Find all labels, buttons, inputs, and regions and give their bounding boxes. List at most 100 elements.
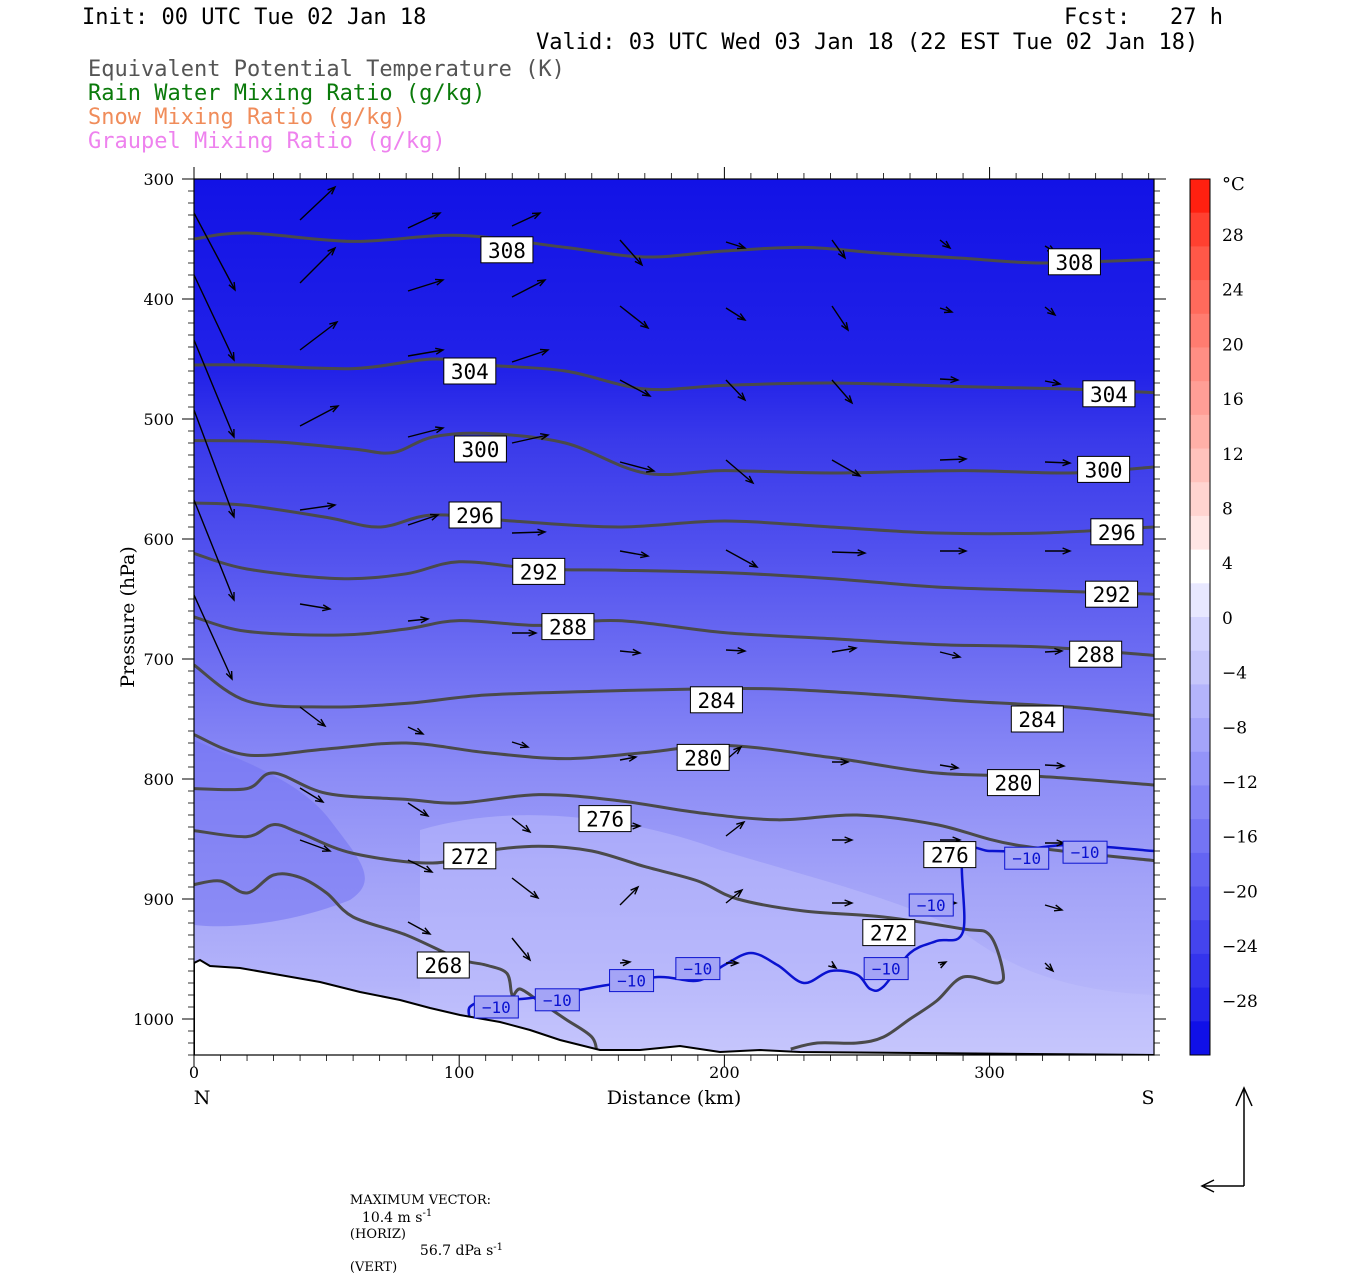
wind-vector-8 [299,246,337,284]
colorbar-swatch-16 [1190,718,1210,753]
wind-vector-1 [407,212,442,229]
contour-label-text: 284 [1018,708,1056,732]
max-vector-footer: MAXIMUM VECTOR: 10.4 m s-1 (HORIZ) 56.7 … [341,1176,503,1275]
wind-vector-40 [299,603,332,612]
contour-label-12: 284 [689,686,743,714]
wind-vector-29 [831,459,862,477]
theta-e-contour-280 [194,733,1154,787]
contour-label-25: −10 [863,957,909,981]
wind-vector-25 [407,426,445,438]
wind-vector-27 [619,461,656,473]
colorbar-swatch-5 [1190,347,1210,382]
contour-label-17: 276 [923,841,977,869]
contour-label-4: 300 [453,435,507,463]
wind-vector-44 [725,646,747,655]
valid-time-label: Valid: 03 UTC Wed 03 Jan 18 (22 EST Tue … [536,30,1199,55]
contour-label-1: 308 [1047,248,1101,276]
colorbar-label-8: −4 [1222,664,1247,684]
wind-vector-11 [619,305,650,330]
wind-vector-32 [299,502,337,511]
y-tick-label-400: 400 [143,290,174,309]
theta-e-contour-304 [194,357,1154,395]
contour-label-text: −10 [617,972,646,991]
max-vector-label: MAXIMUM VECTOR: [349,1193,492,1208]
contour-label-box [1004,846,1050,870]
wind-vector-4 [725,241,747,250]
contour-label-text: −10 [482,998,511,1017]
contour-label-7: 296 [1090,518,1144,546]
colorbar-swatch-21 [1190,886,1210,921]
colorbar-swatch-14 [1190,650,1210,685]
contour-label-3: 304 [1082,380,1136,408]
wind-vector-82 [194,409,235,519]
contour-label-box [1069,640,1123,668]
wind-vector-55 [1044,761,1066,770]
reference-vector [1200,1086,1253,1193]
wind-vector-39 [1045,547,1072,555]
wind-vector-10 [511,279,547,298]
wind-vector-19 [619,379,652,397]
contour-label-2: 304 [443,357,497,385]
contour-label-box [453,435,507,463]
colorbar-label-4: 12 [1222,445,1244,465]
contour-label-26: −10 [908,893,954,917]
colorbar-swatch-4 [1190,313,1210,348]
contour-label-21: −10 [473,995,519,1019]
wind-vector-38 [940,547,968,555]
colorbar-label-6: 4 [1222,554,1233,574]
colorbar-frame [1189,178,1211,1056]
contour-label-text: −10 [917,896,946,915]
contour-label-box [675,957,721,981]
horiz-unit-exponent: -1 [422,1208,433,1219]
wind-vector-72 [407,921,432,935]
contour-label-0: 308 [480,236,534,264]
theta-e-contour-300 [194,431,1154,477]
colorbar-label-1: 24 [1222,281,1244,301]
contour-label-box [1062,840,1108,864]
wind-vector-51 [619,754,638,762]
wind-vector-47 [1044,647,1064,656]
cold-pocket-shading [194,740,365,927]
wind-vector-68 [725,888,744,904]
colorbar-label-13: −24 [1222,937,1258,957]
terrain [194,958,1154,1055]
init-time-label: Init: 00 UTC Tue 02 Jan 18 [82,5,427,30]
wind-vector-56 [299,787,325,803]
wind-vector-33 [407,513,440,526]
vert-unit-label: (VERT) [349,1260,398,1275]
warm-pocket-shading [420,815,1154,1055]
wind-vector-24 [299,405,340,427]
contour-label-5: 300 [1077,455,1131,483]
wind-vector-16 [299,320,339,351]
contour-label-text: 304 [1090,383,1128,407]
wind-vector-71 [1044,904,1064,912]
theta-e-contour-272 [194,823,1006,1051]
wind-vector-21 [831,379,854,405]
wind-vector-15 [1044,306,1057,317]
contour-label-text: 272 [870,922,908,946]
x-tick-label-300: 300 [974,1063,1005,1082]
wind-vector-26 [511,433,550,444]
contour-label-6: 296 [448,501,502,529]
colorbar-swatch-0 [1190,179,1210,214]
max-vector-vert: 56.7 dPa s [419,1243,494,1260]
wind-vector-75 [726,959,740,967]
wind-vector-37 [831,549,867,557]
contour-label-16: 276 [578,805,632,833]
y-tick-label-500: 500 [143,410,174,429]
contour-labels: 308 308 304 304 300 300 296 296 292 292 288 288 284 2… [416,236,1144,1019]
contour-label-box [416,951,470,979]
contour-label-text: 292 [1093,583,1131,607]
wind-vector-81 [194,339,235,439]
contour-label-text: −10 [683,960,712,979]
colorbar-swatch-11 [1190,549,1210,584]
contour-label-9: 292 [1085,580,1139,608]
wind-vector-60 [725,820,746,837]
contour-label-10: 288 [541,613,595,641]
colorbar-swatch-3 [1190,280,1210,315]
theta-e-contour-276 [194,771,1154,863]
contour-label-box [448,501,502,529]
wind-vector-83 [194,499,235,602]
theta-e-contour-308 [194,231,1154,265]
contour-label-text: −10 [543,991,572,1010]
